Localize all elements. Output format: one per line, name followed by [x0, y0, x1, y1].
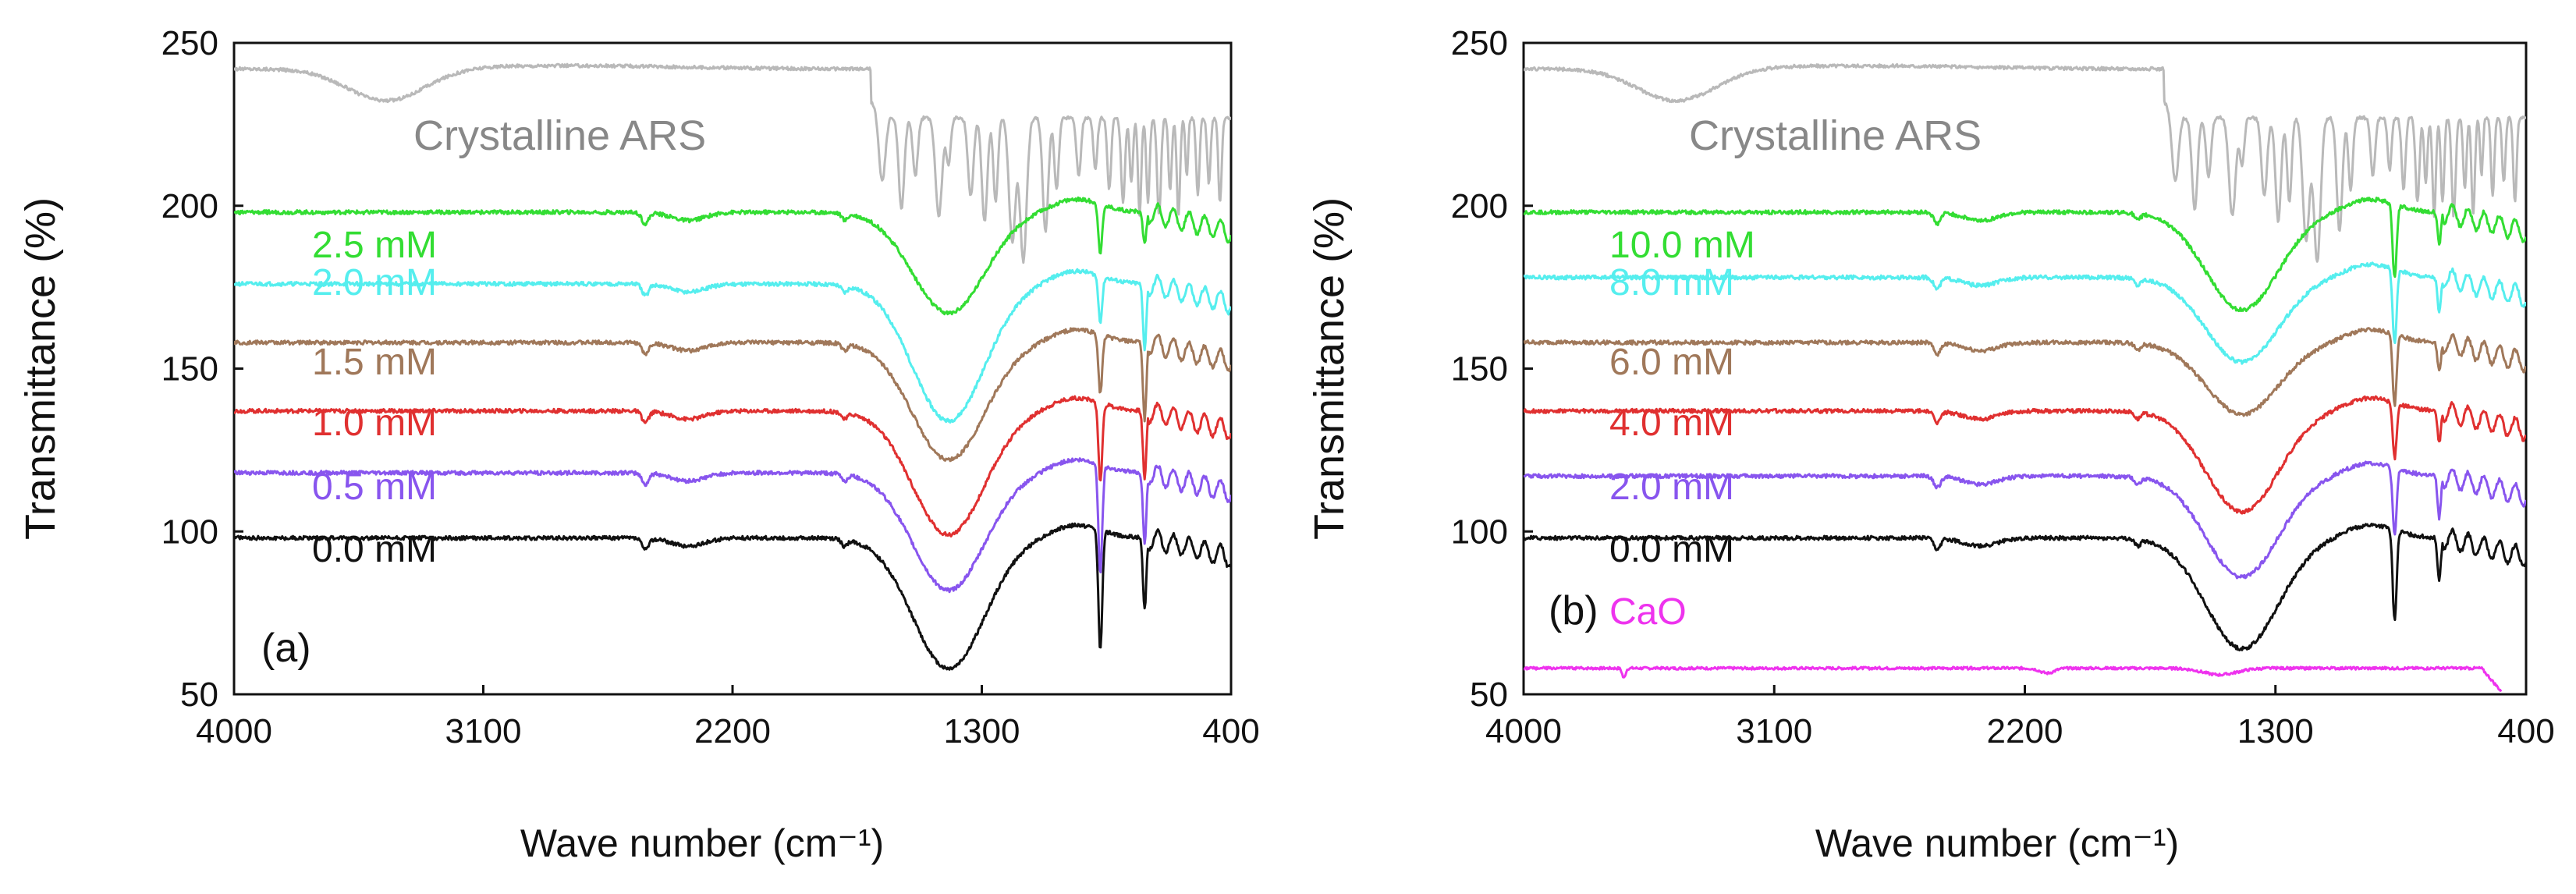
series-line-2-0-mm [234, 268, 1231, 424]
series-label: 2.0 mM [1609, 467, 1734, 508]
series-label: 6.0 mM [1609, 342, 1734, 383]
x-tick-label: 3100 [445, 712, 522, 750]
y-tick-label: 100 [161, 513, 218, 551]
series-line-2-5-mm [234, 196, 1231, 316]
x-tick-label: 2200 [1987, 712, 2063, 750]
y-tick-label: 250 [1451, 24, 1508, 62]
series-line-cao [1524, 665, 2503, 693]
x-tick-label: 4000 [196, 712, 272, 750]
y-axis-label: Transmittance (%) [1306, 197, 1353, 540]
series-label: 0.0 mM [1609, 529, 1734, 570]
series-line-0-5-mm [234, 457, 1231, 594]
series-label: CaO [1609, 591, 1687, 633]
series-label: 1.5 mM [312, 342, 437, 383]
series-line-4-0-mm [1524, 395, 2526, 515]
y-tick-label: 150 [1451, 350, 1508, 388]
series-line-6-0-mm [1524, 327, 2526, 417]
y-tick-label: 150 [161, 350, 218, 388]
series-label: 1.0 mM [312, 403, 437, 444]
x-tick-label: 1300 [2237, 712, 2314, 750]
series-label: 2.5 mM [312, 225, 437, 266]
y-tick-label: 50 [180, 676, 218, 714]
y-tick-label: 250 [161, 24, 218, 62]
series-label: 8.0 mM [1609, 262, 1734, 303]
x-tick-label: 400 [1202, 712, 1259, 750]
series-line-1-5-mm [234, 327, 1231, 463]
y-tick-label: 200 [1451, 187, 1508, 225]
series-label: 2.0 mM [312, 262, 437, 303]
x-axis-label: Wave number (cm⁻¹) [1815, 821, 2179, 865]
series-line-1-0-mm [234, 395, 1231, 537]
x-tick-label: 1300 [944, 712, 1020, 750]
series-line-10-0-mm [1524, 197, 2526, 313]
series-line-0-0-mm [1524, 523, 2526, 651]
series-lines [234, 62, 1231, 671]
series-label: Crystalline ARS [1689, 112, 1982, 159]
chart-panel-a: 50 100 150 200 250 4000 3100 2200 1300 400 Transmi… [17, 24, 1260, 865]
y-axis-label: Transmittance (%) [17, 197, 64, 540]
x-tick-label: 400 [2497, 712, 2554, 750]
x-tick-label: 3100 [1736, 712, 1812, 750]
y-tick-label: 100 [1451, 513, 1508, 551]
series-line-0-0-mm [234, 522, 1231, 671]
series-label: 0.5 mM [312, 467, 437, 508]
series-line-8-0-mm [1524, 261, 2526, 365]
x-tick-label: 4000 [1485, 712, 1562, 750]
series-label: Crystalline ARS [413, 112, 706, 159]
x-axis-label: Wave number (cm⁻¹) [520, 821, 884, 865]
series-line-crystalline-ars [234, 62, 1231, 264]
y-tick-label: 50 [1470, 676, 1508, 714]
series-lines [1524, 62, 2526, 693]
panel-label: (b) [1549, 588, 1598, 633]
panel-label: (a) [261, 626, 311, 671]
y-tick-label: 200 [161, 187, 218, 225]
series-line-2-0-mm [1524, 460, 2526, 580]
series-label: 0.0 mM [312, 529, 437, 570]
series-label: 4.0 mM [1609, 403, 1734, 444]
x-tick-label: 2200 [694, 712, 771, 750]
series-label: 10.0 mM [1609, 225, 1755, 266]
series-line-crystalline-ars [1524, 62, 2526, 263]
chart-panel-b: 50 100 150 200 250 4000 3100 2200 1300 400 Transmi… [1306, 24, 2555, 865]
